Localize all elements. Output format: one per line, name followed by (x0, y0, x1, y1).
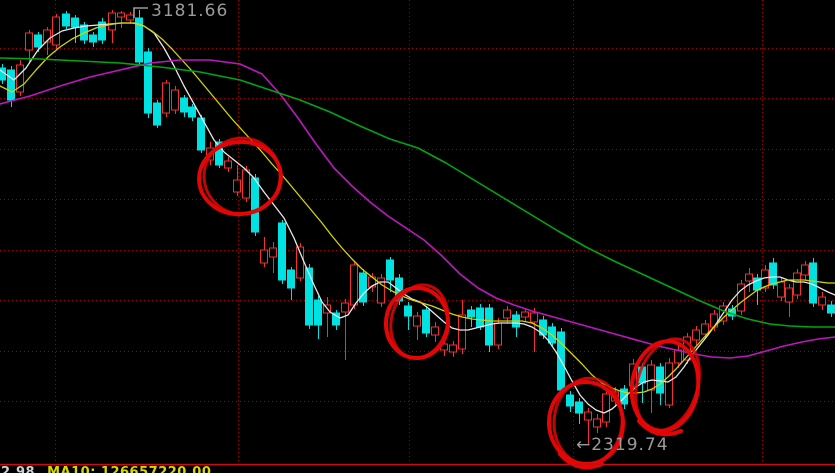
high-price-label: 3181.66 (151, 1, 229, 21)
status-bar: 2.98 MA10: 126657220.00 (1, 465, 211, 473)
status-left-value: 2.98 (1, 465, 36, 473)
status-ma10-value: MA10: 126657220.00 (47, 465, 212, 473)
low-price-label: ←2319.74 (576, 435, 669, 455)
